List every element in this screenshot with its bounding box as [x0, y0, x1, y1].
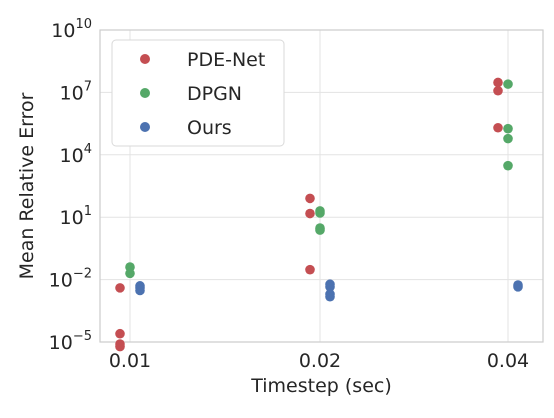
data-points: [115, 77, 523, 352]
y-tick-label: 104: [60, 142, 92, 167]
data-point-pde-net: [493, 77, 503, 88]
y-tick-label: 107: [60, 79, 92, 104]
data-point-dpgn: [315, 208, 325, 218]
data-point-pde-net: [305, 264, 315, 275]
plot-frame: [99, 29, 544, 343]
data-point-pde-net: [115, 328, 125, 339]
legend-label-dpgn: DPGN: [187, 83, 242, 105]
data-point-dpgn: [503, 160, 513, 171]
legend-marker-pde-net: [140, 54, 150, 64]
legend-box: [111, 39, 285, 147]
data-point-dpgn: [125, 268, 135, 279]
y-tick-labels: 10−5 10−2 101 104 107 1010: [49, 17, 92, 354]
data-point-pde-net: [305, 208, 315, 219]
data-point-pde-net: [493, 122, 503, 133]
data-point-pde-net: [493, 85, 503, 96]
data-point-pde-net: [305, 193, 315, 204]
legend-marker-dpgn: [140, 88, 150, 98]
x-tick-label: 0.02: [299, 350, 341, 372]
x-tick-labels: 0.01 0.02 0.04: [109, 350, 529, 372]
data-point-pde-net: [115, 341, 125, 352]
data-point-dpgn: [503, 79, 513, 89]
data-point-dpgn: [315, 225, 325, 235]
y-tick-label: 10−5: [49, 329, 92, 354]
y-tick-label: 101: [60, 204, 92, 229]
legend-label-ours: Ours: [187, 117, 232, 139]
legend-marker-ours: [140, 122, 150, 132]
data-point-pde-net: [115, 283, 125, 293]
data-point-ours: [325, 291, 335, 302]
data-point-ours: [325, 282, 335, 292]
x-tick-label: 0.04: [487, 350, 529, 372]
data-point-dpgn: [503, 133, 513, 144]
y-tick-label: 10−2: [49, 267, 92, 292]
legend: PDE-Net DPGN Ours: [111, 39, 285, 147]
y-tick-label: 1010: [51, 17, 92, 42]
x-tick-label: 0.01: [109, 350, 151, 372]
data-point-ours: [513, 282, 523, 292]
legend-label-pde-net: PDE-Net: [187, 49, 265, 71]
data-point-dpgn: [503, 123, 513, 134]
x-axis-label: Timestep (sec): [250, 375, 392, 397]
data-point-ours: [135, 285, 145, 296]
y-axis-label: Mean Relative Error: [16, 92, 38, 279]
